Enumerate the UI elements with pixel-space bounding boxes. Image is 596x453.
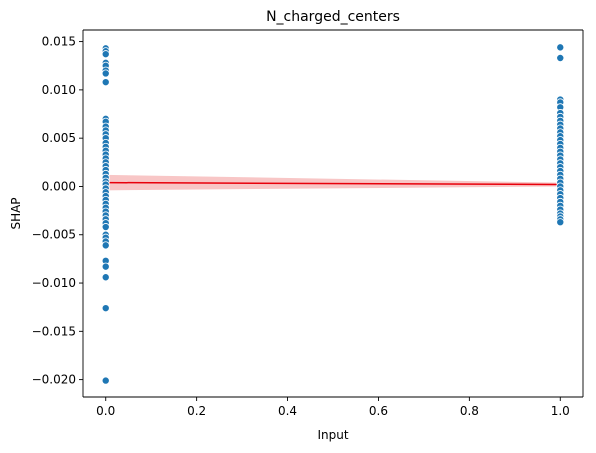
- x-tick-label: 0.2: [187, 404, 206, 418]
- scatter-point: [101, 50, 110, 59]
- trend-line: [105, 181, 561, 186]
- scatter-point: [101, 304, 110, 313]
- y-tick-label: 0.005: [42, 131, 76, 145]
- scatter-point: [101, 241, 110, 250]
- scatter-point: [556, 54, 565, 63]
- scatter-point: [101, 273, 110, 282]
- confidence-band: [105, 174, 561, 191]
- y-tick-label: −0.005: [32, 228, 76, 242]
- scatter-point: [101, 262, 110, 271]
- ticks-layer: 0.0 0.2 0.4 0.6 0.8 1.0 0.015 0.010 0.005 0.000 −0…: [32, 35, 570, 418]
- scatter-point: [101, 78, 110, 87]
- x-tick-label: 0.8: [460, 404, 479, 418]
- confidence-band-layer: [105, 174, 561, 191]
- y-tick-label: 0.015: [42, 35, 76, 49]
- y-tick-label: 0.000: [42, 179, 76, 193]
- x-axis-label: Input: [317, 428, 348, 442]
- y-tick-label: −0.020: [32, 373, 76, 387]
- x-tick-label: 0.6: [369, 404, 388, 418]
- y-tick-label: −0.015: [32, 324, 76, 338]
- y-tick-label: −0.010: [32, 276, 76, 290]
- y-tick-label: 0.010: [42, 83, 76, 97]
- scatter-points-layer: [101, 43, 565, 385]
- scatter-point: [101, 376, 110, 385]
- trend-line-layer: [105, 181, 561, 186]
- scatter-point: [556, 218, 565, 227]
- scatter-point: [101, 69, 110, 78]
- x-tick-label: 0.0: [96, 404, 115, 418]
- chart-title: N_charged_centers: [266, 9, 400, 25]
- x-tick-label: 0.4: [278, 404, 297, 418]
- x-tick-label: 1.0: [551, 404, 570, 418]
- y-axis-label: SHAP: [9, 197, 23, 229]
- axes-layer: [82, 29, 584, 398]
- scatter-point: [101, 223, 110, 232]
- scatter-point: [556, 43, 565, 52]
